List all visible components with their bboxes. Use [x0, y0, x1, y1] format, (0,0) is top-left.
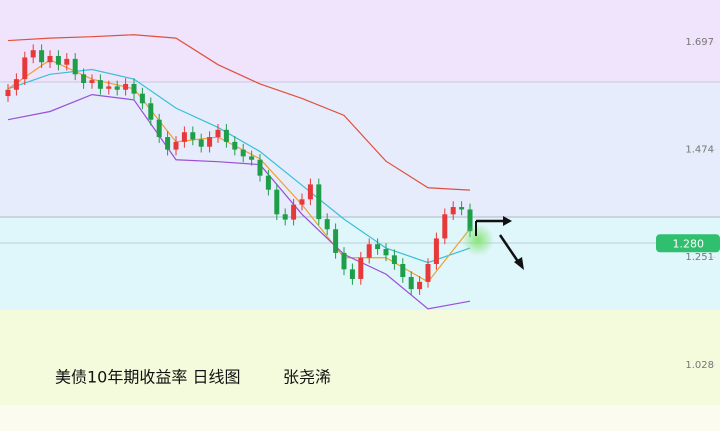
candle-body — [55, 55, 61, 65]
candle-body — [265, 175, 271, 190]
candle-body — [5, 89, 11, 97]
candle-body — [223, 129, 229, 142]
candle-body — [114, 86, 120, 90]
candle-body — [291, 204, 297, 220]
candle-body — [459, 207, 465, 210]
candle-body — [207, 137, 213, 147]
candle-body — [173, 141, 179, 150]
candle-body — [417, 281, 423, 290]
candle-body — [316, 184, 322, 220]
y-tick-label: 1.251 — [685, 252, 714, 263]
candle-body — [123, 83, 129, 90]
candle-body — [30, 50, 36, 58]
y-tick-label: 1.697 — [685, 37, 714, 48]
candle-body — [375, 244, 381, 250]
candle-body — [274, 189, 280, 215]
candle-body — [72, 58, 78, 75]
candle-body — [425, 264, 431, 282]
candle-body — [13, 79, 19, 90]
candle-body — [22, 57, 28, 80]
candle-body — [358, 257, 364, 279]
candle-body — [257, 159, 263, 176]
candle-body — [131, 83, 137, 94]
candle-body — [307, 184, 313, 200]
candle-body — [408, 277, 414, 290]
candle-body — [324, 219, 330, 230]
candle-body — [249, 156, 255, 160]
y-tick-label: 1.028 — [685, 360, 714, 371]
price-label: 1.280 — [673, 237, 705, 250]
candle-body — [240, 149, 246, 157]
candle-body — [89, 80, 95, 84]
candle-body — [400, 264, 406, 278]
candle-body — [39, 50, 45, 63]
candle-body — [333, 229, 339, 253]
candle-body — [64, 58, 70, 65]
candle-body — [165, 137, 171, 150]
indicator-line — [7, 68, 471, 264]
candle-body — [299, 199, 305, 205]
title: 美债10年期收益率 日线图 — [55, 368, 240, 387]
candle-body — [232, 141, 238, 150]
candle-body — [366, 244, 372, 258]
candle-body — [467, 209, 473, 232]
candle-body — [156, 119, 162, 138]
candle-body — [47, 55, 53, 63]
candle-body — [349, 269, 355, 279]
candle-body — [383, 249, 389, 256]
candle-body — [97, 80, 103, 89]
candle-body — [442, 214, 448, 239]
arrows — [475, 216, 524, 270]
candle-body — [391, 255, 397, 265]
price-tag — [656, 234, 720, 253]
candle-body — [215, 129, 221, 138]
band — [0, 310, 720, 405]
author: 张尧浠 — [283, 368, 331, 387]
candle-body — [106, 86, 112, 89]
candle-body — [341, 252, 347, 270]
candle-body — [450, 207, 456, 215]
candle-body — [139, 93, 145, 104]
candle-body — [433, 238, 439, 265]
band — [0, 0, 720, 82]
indicator-line — [7, 34, 471, 191]
plot — [5, 34, 716, 366]
candle-body — [198, 139, 204, 147]
y-tick-label: 1.474 — [685, 145, 714, 156]
glow — [462, 224, 494, 256]
candle-body — [190, 132, 196, 140]
candle-body — [181, 132, 187, 142]
candle-body — [81, 74, 87, 84]
band — [0, 405, 720, 431]
candle-body — [148, 103, 154, 120]
band — [0, 82, 720, 217]
candle-body — [282, 214, 288, 220]
indicator-line — [7, 93, 471, 310]
